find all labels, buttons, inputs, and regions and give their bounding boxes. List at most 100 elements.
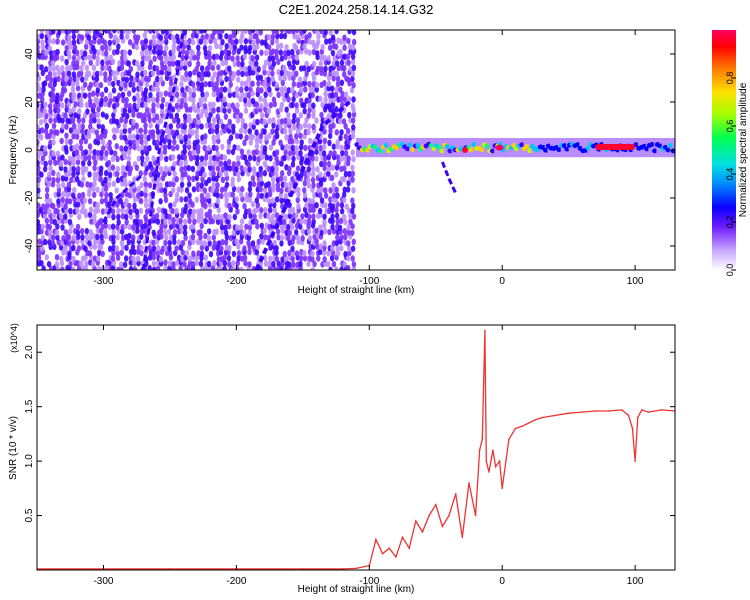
noise-cell <box>286 49 291 57</box>
noise-cell <box>215 95 221 103</box>
noise-cell <box>132 176 137 183</box>
noise-cell <box>230 181 235 188</box>
noise-cell <box>158 198 163 205</box>
noise-cell <box>68 138 73 146</box>
noise-cell <box>322 79 327 87</box>
noise-cell <box>139 190 144 197</box>
noise-cell <box>172 138 177 146</box>
noise-cell <box>100 111 106 118</box>
noise-cell <box>350 44 356 51</box>
noise-cell <box>47 208 52 215</box>
noise-cell <box>75 259 81 267</box>
noise-cell <box>88 59 93 66</box>
noise-cell <box>37 138 40 146</box>
noise-cell <box>219 153 224 161</box>
noise-cell <box>204 245 210 252</box>
noise-cell <box>346 224 351 231</box>
noise-cell <box>56 107 61 114</box>
noise-cell <box>168 234 174 241</box>
tone-halo <box>409 138 413 158</box>
noise-cell <box>79 208 85 215</box>
noise-cell <box>350 149 355 156</box>
colorbar-gradient <box>712 30 736 270</box>
noise-cell <box>91 53 97 60</box>
noise-cell <box>202 44 208 52</box>
noise-cell <box>135 218 140 226</box>
noise-cell <box>183 39 189 46</box>
noise-cell <box>330 244 335 252</box>
noise-cell <box>236 160 241 167</box>
noise-cell <box>152 55 157 62</box>
noise-cell <box>240 170 245 177</box>
noise-cell <box>295 234 300 241</box>
noise-cell <box>296 191 301 198</box>
noise-cell <box>337 118 343 125</box>
noise-cell <box>242 203 247 210</box>
noise-cell <box>287 261 292 268</box>
noise-cell <box>286 87 292 94</box>
noise-cell <box>298 86 304 94</box>
noise-cell <box>246 239 251 247</box>
noise-cell <box>347 249 352 257</box>
noise-cell <box>339 208 345 215</box>
noise-cell <box>302 65 307 72</box>
noise-cell <box>224 196 229 204</box>
noise-cell <box>98 32 104 39</box>
noise-cell <box>314 30 319 35</box>
tone-halo <box>491 138 495 158</box>
noise-cell <box>75 158 81 166</box>
noise-cell <box>290 223 295 231</box>
noise-cell <box>258 170 263 178</box>
noise-cell <box>291 74 296 82</box>
noise-cell <box>95 227 101 235</box>
noise-cell <box>211 170 216 178</box>
snr-point <box>395 556 397 558</box>
noise-cell <box>44 186 50 193</box>
noise-cell <box>175 144 180 151</box>
tone-halo <box>544 138 548 158</box>
noise-cell <box>106 30 112 35</box>
noise-cell <box>183 218 188 226</box>
x-tick-label: -200 <box>226 576 246 587</box>
noise-cell <box>176 154 182 161</box>
noise-cell <box>291 30 296 35</box>
noise-cell <box>115 48 120 55</box>
noise-cell <box>130 124 136 131</box>
noise-cell <box>302 191 308 199</box>
noise-cell <box>58 160 64 168</box>
noise-cell <box>190 32 196 39</box>
noise-cell <box>196 50 201 57</box>
noise-cell <box>139 233 144 240</box>
noise-cell <box>114 245 120 252</box>
noise-cell <box>48 107 53 115</box>
noise-cell <box>95 139 101 146</box>
noise-cell <box>37 81 40 88</box>
noise-cell <box>88 81 94 89</box>
noise-cell <box>351 155 356 163</box>
noise-cell <box>144 106 150 114</box>
noise-cell <box>335 154 341 161</box>
noise-cell <box>172 229 178 236</box>
noise-cell <box>330 92 335 99</box>
noise-cell <box>258 95 263 103</box>
noise-cell <box>292 123 297 131</box>
noise-cell <box>236 175 242 183</box>
noise-cell <box>87 92 92 99</box>
noise-cell <box>49 54 54 61</box>
noise-cell <box>164 44 169 52</box>
noise-cell <box>82 50 88 57</box>
noise-cell <box>92 164 97 172</box>
noise-cell <box>158 117 164 124</box>
noise-cell <box>39 111 44 118</box>
noise-cell <box>300 213 305 220</box>
noise-cell <box>278 123 283 131</box>
noise-cell <box>61 249 66 256</box>
noise-cell <box>302 102 307 109</box>
noise-cell <box>127 102 133 110</box>
noise-cell <box>147 265 152 270</box>
noise-cell <box>111 238 116 246</box>
noise-cell <box>119 80 125 88</box>
noise-cell <box>294 102 299 109</box>
noise-cell <box>95 233 100 241</box>
noise-cell <box>44 192 50 200</box>
